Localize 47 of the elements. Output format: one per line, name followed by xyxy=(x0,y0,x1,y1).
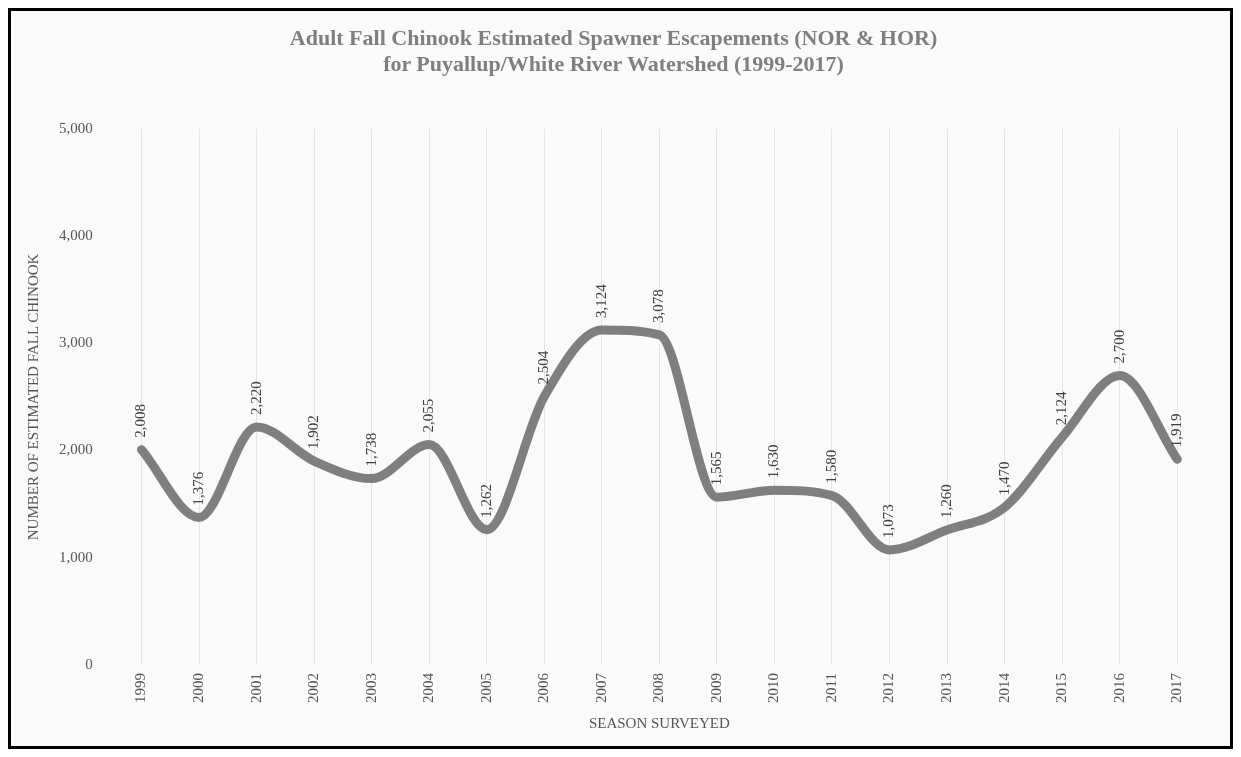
y-axis-title: NUMBER OF ESTIMATED FALL CHINOOK xyxy=(24,253,41,541)
x-tick-label: 1999 xyxy=(132,673,149,703)
x-tick-label: 2016 xyxy=(1110,672,1127,703)
x-tick-label: 2011 xyxy=(822,673,839,703)
data-label: 1,580 xyxy=(822,449,839,484)
data-label: 1,260 xyxy=(938,484,955,518)
data-label: 2,220 xyxy=(247,381,264,415)
x-tick-label: 2017 xyxy=(1168,672,1185,703)
x-tick-label: 2015 xyxy=(1053,673,1070,703)
data-label: 1,262 xyxy=(477,483,494,518)
data-label: 1,630 xyxy=(765,444,782,479)
x-tick-label: 2009 xyxy=(707,673,724,703)
data-label: 2,504 xyxy=(535,350,552,385)
y-tick-label: 1,000 xyxy=(59,548,93,565)
data-label: 1,919 xyxy=(1168,413,1185,448)
x-tick-label: 2004 xyxy=(420,672,437,703)
x-tick-label: 2007 xyxy=(592,672,609,703)
y-tick-label: 0 xyxy=(85,655,93,672)
x-tick-label: 2008 xyxy=(650,673,667,703)
x-tick-label: 2010 xyxy=(765,673,782,703)
data-label: 1,073 xyxy=(880,504,897,538)
x-tick-label: 2003 xyxy=(362,673,379,703)
x-tick-label: 2000 xyxy=(190,673,206,703)
data-label: 2,055 xyxy=(420,398,437,433)
x-tick-label: 2006 xyxy=(535,672,552,703)
y-tick-label: 2,000 xyxy=(59,441,93,458)
data-label: 2,700 xyxy=(1110,329,1127,364)
data-label: 1,565 xyxy=(707,451,724,486)
x-tick-label: 2013 xyxy=(938,673,955,703)
x-tick-label: 2005 xyxy=(477,673,494,703)
data-label: 3,078 xyxy=(650,289,667,323)
y-tick-label: 3,000 xyxy=(59,334,93,351)
data-label: 2,124 xyxy=(1053,390,1070,426)
x-axis-title: SEASON SURVEYED xyxy=(588,714,730,731)
data-label: 1,902 xyxy=(305,415,322,450)
data-label: 1,376 xyxy=(190,471,206,506)
x-tick-label: 2001 xyxy=(247,673,264,703)
y-tick-label: 5,000 xyxy=(59,119,93,136)
x-tick-label: 2002 xyxy=(305,673,322,703)
x-tick-label: 2012 xyxy=(880,673,897,703)
x-tick-label: 2014 xyxy=(995,672,1012,703)
data-label: 3,124 xyxy=(592,283,609,318)
data-label: 1,738 xyxy=(362,432,379,467)
y-tick-label: 4,000 xyxy=(59,226,93,243)
data-label: 2,008 xyxy=(132,403,149,438)
data-label: 1,470 xyxy=(995,461,1012,496)
chart-title: Adult Fall Chinook Estimated Spawner Escapements (NOR & HOR) for Puyallup/White River Watershed (1999-2017) xyxy=(289,24,938,77)
